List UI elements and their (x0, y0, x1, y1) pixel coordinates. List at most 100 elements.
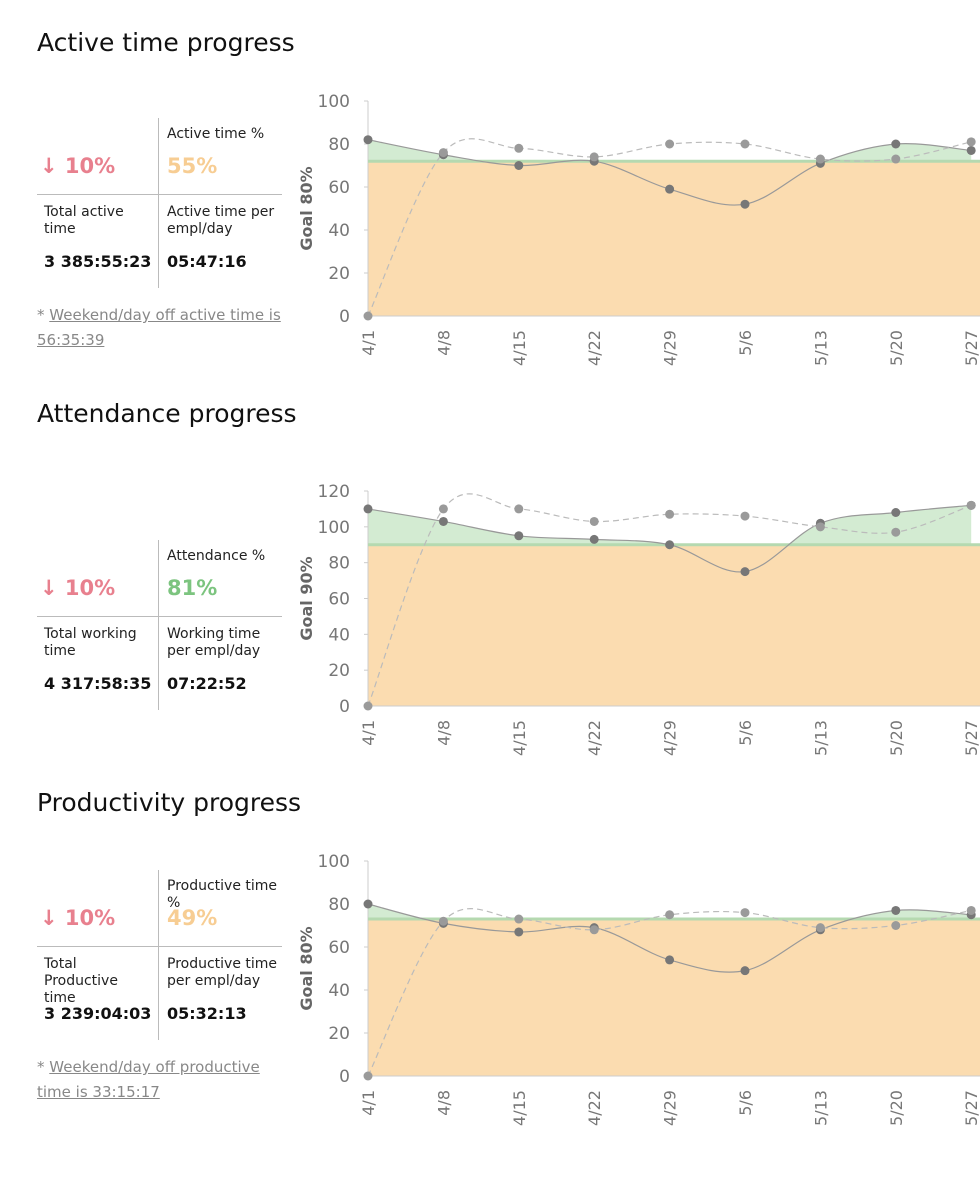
data-point (891, 921, 901, 930)
data-point (740, 511, 750, 521)
data-point (514, 161, 524, 170)
pct-label: Active time % (167, 126, 265, 142)
y-tick-label: 80 (328, 135, 350, 155)
y-tick-label: 60 (328, 178, 350, 198)
x-tick-label: 5/20 (887, 720, 906, 756)
data-point (514, 927, 524, 937)
divider (37, 616, 282, 617)
stat-value: 07:22:52 (167, 674, 247, 693)
data-point (665, 910, 675, 920)
x-tick-label: 5/13 (811, 330, 830, 366)
data-point (589, 516, 599, 526)
note: * Weekend/day off active time is 56:35:3… (37, 303, 282, 353)
stat-label: Active time per empl/day (167, 204, 275, 237)
data-point (363, 311, 373, 321)
stat-label: Working time per empl/day (167, 626, 261, 659)
goal-fill (368, 161, 980, 316)
divider (158, 118, 159, 288)
data-point (363, 899, 373, 909)
data-point (438, 148, 448, 158)
data-point (363, 701, 373, 711)
data-point (966, 145, 976, 155)
data-point (891, 508, 901, 517)
data-point (740, 567, 750, 577)
data-point (589, 152, 599, 162)
y-tick-label: 100 (318, 518, 350, 538)
x-tick-label: 5/20 (887, 1090, 906, 1126)
data-point (815, 522, 825, 532)
y-tick-label: 80 (328, 554, 350, 574)
y-tick-label: 120 (318, 482, 350, 502)
data-point (514, 531, 524, 541)
stat-value: 05:32:13 (167, 1004, 247, 1023)
x-tick-label: 5/6 (736, 330, 755, 356)
area-above-goal (368, 505, 972, 545)
data-point (815, 923, 825, 933)
y-axis-label: Goal 80% (297, 926, 316, 1010)
y-axis-label: Goal 80% (297, 166, 316, 250)
x-tick-label: 4/29 (661, 1090, 680, 1126)
data-point (438, 916, 448, 926)
area-above-goal (368, 904, 972, 920)
x-tick-label: 4/1 (359, 1090, 378, 1116)
data-point (740, 908, 750, 918)
y-tick-label: 100 (318, 852, 350, 872)
y-tick-label: 20 (328, 264, 350, 284)
x-tick-label: 4/29 (661, 720, 680, 756)
x-tick-label: 4/29 (661, 330, 680, 366)
x-tick-label: 4/22 (585, 1090, 604, 1126)
y-tick-label: 40 (328, 221, 350, 241)
change: ↓ 10% (40, 154, 116, 178)
x-tick-label: 5/6 (736, 1090, 755, 1116)
x-tick-label: 4/22 (585, 330, 604, 366)
x-tick-label: 5/27 (962, 1090, 980, 1126)
y-tick-label: 20 (328, 1024, 350, 1044)
stat-value: 3 239:04:03 (44, 1004, 152, 1023)
data-point (740, 199, 750, 209)
divider (158, 540, 159, 710)
data-point (665, 540, 675, 550)
change: ↓ 10% (40, 576, 116, 600)
data-point (665, 509, 675, 519)
data-point (589, 534, 599, 544)
data-point (589, 925, 599, 935)
x-tick-label: 4/8 (434, 720, 453, 746)
data-point (363, 1071, 373, 1081)
y-tick-label: 0 (339, 1067, 350, 1087)
note-link[interactable]: Weekend/day off productive time is 33:15… (37, 1058, 260, 1101)
data-point (363, 504, 373, 514)
pct: 55% (167, 154, 218, 178)
data-point (514, 914, 524, 924)
y-tick-label: 40 (328, 625, 350, 645)
x-tick-label: 4/22 (585, 720, 604, 756)
x-tick-label: 5/13 (811, 720, 830, 756)
pct-label: Productive time % (167, 878, 278, 911)
y-tick-label: 80 (328, 895, 350, 915)
chart: Goal 80% 0 20 40 60 80 100 4/1 4/8 4/15 4/22 4/29 5/… (297, 852, 980, 1126)
x-tick-label: 4/1 (359, 330, 378, 356)
x-tick-label: 4/8 (434, 330, 453, 356)
x-tick-label: 5/20 (887, 330, 906, 366)
y-tick-label: 20 (328, 661, 350, 681)
data-point (966, 905, 976, 915)
x-tick-label: 4/15 (510, 1090, 529, 1126)
stat-label: Productive time per empl/day (167, 956, 278, 989)
data-point (815, 154, 825, 164)
goal-fill (368, 919, 980, 1076)
x-tick-label: 5/27 (962, 720, 980, 756)
stat-value: 4 317:58:35 (44, 674, 152, 693)
data-point (514, 504, 524, 514)
divider (37, 194, 282, 195)
section-title: Active time progress (37, 28, 295, 57)
note-mark: * (37, 306, 45, 324)
note-link[interactable]: Weekend/day off active time is 56:35:39 (37, 306, 281, 349)
pct: 81% (167, 576, 218, 600)
section-title: Productivity progress (37, 788, 302, 817)
data-point (665, 139, 675, 149)
data-point (891, 905, 901, 915)
y-tick-label: 60 (328, 938, 350, 958)
chart: Goal 80% 0 20 40 60 80 100 4/1 4/8 4/15 4/22 4/29 5/… (297, 92, 980, 366)
data-point (740, 139, 750, 149)
data-point (891, 527, 901, 537)
